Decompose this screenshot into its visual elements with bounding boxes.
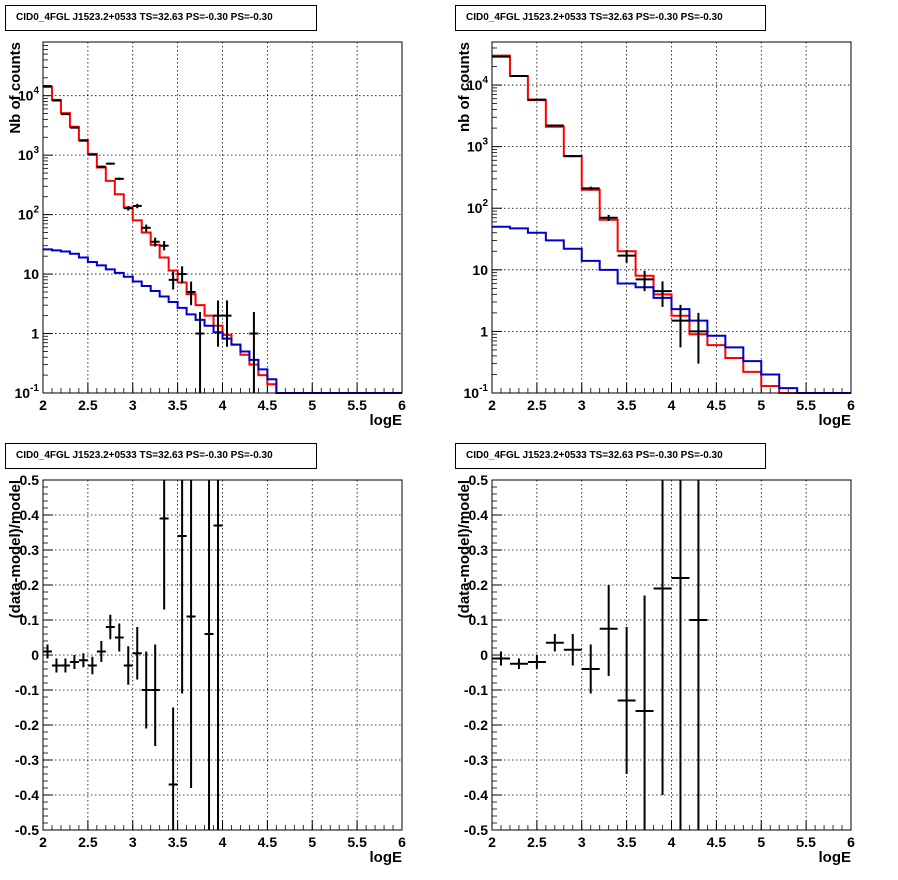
p4-y-tick-label: 0.3 bbox=[469, 542, 489, 558]
p4-y-tick-label: -0.4 bbox=[464, 787, 488, 803]
p3-x-tick-label: 2.5 bbox=[78, 834, 98, 850]
p4-x-tick-label: 3 bbox=[578, 834, 586, 850]
p1-frame bbox=[42, 41, 403, 394]
p2-x-tick-label: 4 bbox=[668, 397, 676, 413]
p2-series-background-model bbox=[492, 225, 851, 394]
p1-y-tick-label: 10-1 bbox=[15, 383, 40, 401]
p1-x-tick-label: 3.5 bbox=[168, 397, 188, 413]
p4-x-tick-label: 4 bbox=[668, 834, 676, 850]
panel-1-title: CID0_4FGL J1523.2+0533 TS=32.63 PS=-0.30… bbox=[5, 5, 317, 31]
p3-y-tick-label: -0.5 bbox=[15, 822, 39, 838]
p2-y-tick-label: 10 bbox=[472, 262, 488, 278]
p1-x-tick-label: 4 bbox=[219, 397, 227, 413]
p4-y-axis-label: (data-model)/model bbox=[456, 480, 473, 618]
p4-x-tick-label: 5 bbox=[757, 834, 765, 850]
p3-y-tick-label: 0.5 bbox=[20, 472, 40, 488]
p2-y-tick-label: 1 bbox=[480, 323, 488, 339]
p1-x-tick-label: 6 bbox=[398, 397, 406, 413]
p2-x-tick-label: 2 bbox=[488, 397, 496, 413]
p4-y-tick-label: -0.3 bbox=[464, 752, 488, 768]
p2-y-tick-label: 104 bbox=[467, 75, 489, 93]
p2-y-axis-label: nb of counts bbox=[456, 42, 473, 132]
p1-x-axis-label: logE bbox=[370, 412, 403, 429]
p1-y-tick-label: 1 bbox=[31, 326, 39, 342]
p2-x-tick-label: 3.5 bbox=[617, 397, 637, 413]
p1-y-axis-label: Nb of counts bbox=[7, 42, 24, 134]
p4-y-tick-label: 0.2 bbox=[469, 577, 489, 593]
p1-x-tick-label: 5 bbox=[308, 397, 316, 413]
p1-plot: 2 2.5 3 3.5 4 4.5 5 5.5 6 10-1 1 10 102 103 104 logE Nb … bbox=[7, 41, 406, 429]
p4-x-tick-label: 3.5 bbox=[617, 834, 637, 850]
p3-x-tick-label: 4 bbox=[219, 834, 227, 850]
p4-y-tick-label: 0 bbox=[480, 647, 488, 663]
p1-x-tick-label: 4.5 bbox=[258, 397, 278, 413]
p3-y-tick-label: 0.2 bbox=[20, 577, 40, 593]
p4-x-tick-label: 5.5 bbox=[796, 834, 816, 850]
p1-y-tick-label: 104 bbox=[18, 86, 40, 104]
p3-y-tick-label: 0 bbox=[31, 647, 39, 663]
p1-x-tick-label: 2 bbox=[39, 397, 47, 413]
p1-y-tick-label: 10 bbox=[23, 266, 39, 282]
p4-plot: 2 2.5 3 3.5 4 4.5 5 5.5 6 -0.5 -0.4 -0.3 -0.2 -0.1 0 0.… bbox=[456, 472, 855, 866]
p4-y-tick-label: -0.5 bbox=[464, 822, 488, 838]
p2-x-tick-label: 5 bbox=[757, 397, 765, 413]
p4-x-axis-label: logE bbox=[819, 849, 852, 866]
p3-frame bbox=[42, 479, 403, 831]
p3-y-tick-label: -0.4 bbox=[15, 787, 39, 803]
p4-frame bbox=[491, 479, 852, 831]
p1-x-tick-label: 3 bbox=[129, 397, 137, 413]
p3-y-tick-label: -0.2 bbox=[15, 717, 39, 733]
p3-y-tick-label: -0.1 bbox=[15, 682, 39, 698]
p3-x-tick-label: 3.5 bbox=[168, 834, 188, 850]
p2-x-tick-label: 4.5 bbox=[707, 397, 727, 413]
panel-2-title: CID0_4FGL J1523.2+0533 TS=32.63 PS=-0.30… bbox=[455, 5, 766, 31]
p3-x-tick-label: 3 bbox=[129, 834, 137, 850]
p2-plot: 2 2.5 3 3.5 4 4.5 5 5.5 6 10-1 1 10 102 103 104 logE nb … bbox=[456, 41, 855, 429]
p1-x-tick-label: 5.5 bbox=[347, 397, 367, 413]
p1-x-tick-label: 2.5 bbox=[78, 397, 98, 413]
p2-x-tick-label: 5.5 bbox=[796, 397, 816, 413]
p3-plot: 2 2.5 3 3.5 4 4.5 5 5.5 6 -0.5 -0.4 -0.3 -0.2 -0.1 0 0.… bbox=[7, 472, 406, 866]
p3-y-tick-label: -0.3 bbox=[15, 752, 39, 768]
p3-y-axis-label: (data-model)/model bbox=[7, 480, 24, 618]
p4-x-tick-label: 4.5 bbox=[707, 834, 727, 850]
p4-y-tick-label: -0.1 bbox=[464, 682, 488, 698]
p3-x-tick-label: 5.5 bbox=[347, 834, 367, 850]
p4-x-tick-label: 2.5 bbox=[527, 834, 547, 850]
p2-y-tick-label: 10-1 bbox=[464, 383, 489, 401]
p3-x-tick-label: 4.5 bbox=[258, 834, 278, 850]
p3-y-tick-label: 0.4 bbox=[20, 507, 40, 523]
panel-3-title: CID0_4FGL J1523.2+0533 TS=32.63 PS=-0.30… bbox=[5, 443, 317, 469]
p2-y-tick-label: 102 bbox=[467, 198, 489, 216]
p3-y-tick-label: 0.3 bbox=[20, 542, 40, 558]
p2-x-tick-label: 2.5 bbox=[527, 397, 547, 413]
p1-y-tick-label: 103 bbox=[18, 145, 40, 163]
p2-x-tick-label: 3 bbox=[578, 397, 586, 413]
panel-4-title: CID0_4FGL J1523.2+0533 TS=32.63 PS=-0.30… bbox=[455, 443, 766, 469]
p3-x-tick-label: 6 bbox=[398, 834, 406, 850]
p4-x-tick-label: 6 bbox=[847, 834, 855, 850]
p2-frame bbox=[491, 41, 852, 394]
p4-y-tick-label: 0.4 bbox=[469, 507, 489, 523]
p3-x-tick-label: 2 bbox=[39, 834, 47, 850]
p2-x-axis-label: logE bbox=[819, 412, 852, 429]
p4-y-tick-label: 0.5 bbox=[469, 472, 489, 488]
p4-x-tick-label: 2 bbox=[488, 834, 496, 850]
p4-y-tick-label: 0.1 bbox=[469, 612, 489, 628]
p3-x-tick-label: 5 bbox=[308, 834, 316, 850]
p2-y-tick-label: 103 bbox=[467, 137, 489, 155]
p1-y-tick-label: 102 bbox=[18, 205, 40, 223]
p3-x-axis-label: logE bbox=[370, 849, 403, 866]
p3-y-tick-label: 0.1 bbox=[20, 612, 40, 628]
p2-x-tick-label: 6 bbox=[847, 397, 855, 413]
p4-y-tick-label: -0.2 bbox=[464, 717, 488, 733]
